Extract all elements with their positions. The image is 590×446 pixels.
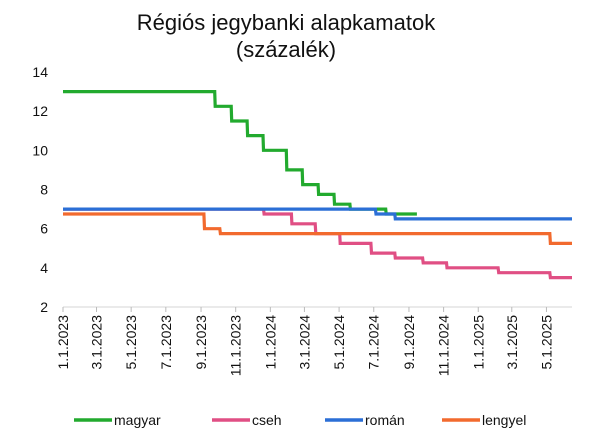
- x-tick-label: 11.1.2024: [436, 315, 452, 376]
- series-layer: [63, 89, 572, 280]
- y-tick-label: 14: [32, 64, 48, 80]
- chart-title-line-1: Régiós jegybanki alapkamatok: [137, 10, 436, 35]
- x-tick-label: 1.1.2023: [55, 315, 71, 370]
- x-tick-label: 9.1.2023: [193, 315, 209, 370]
- legend-label-lengyel: lengyel: [482, 412, 526, 428]
- series-line-lengyel: [63, 212, 572, 245]
- y-tick-label: 10: [32, 142, 48, 158]
- x-tick-label: 5.1.2025: [538, 315, 554, 370]
- chart-title-line-2: (százalék): [236, 37, 336, 62]
- x-tick-label: 1.1.2025: [470, 315, 486, 370]
- y-tick-label: 2: [40, 299, 48, 315]
- x-tick-label: 3.1.2025: [504, 315, 520, 370]
- x-tick-label: 7.1.2023: [158, 315, 174, 370]
- series-line-magyar: [63, 89, 417, 216]
- y-tick-label: 6: [40, 221, 48, 237]
- legend: magyar cseh román lengyel: [74, 412, 526, 428]
- y-tick-label: 12: [32, 103, 48, 119]
- axis-layer: 2 4 6 8 10 12 14 1.1.2023 3.1.2023 5.1.2023 7.1.20…: [32, 64, 572, 376]
- legend-label-magyar: magyar: [114, 412, 161, 428]
- x-tick-label: 5.1.2023: [123, 315, 139, 370]
- y-tick-label: 8: [40, 182, 48, 198]
- x-tick-label: 7.1.2024: [366, 315, 382, 370]
- series-line-román: [63, 207, 572, 221]
- x-tick-label: 11.1.2023: [228, 315, 244, 376]
- y-tick-label: 4: [40, 260, 48, 276]
- x-tick-label: 9.1.2024: [401, 315, 417, 370]
- legend-label-román: román: [365, 412, 405, 428]
- legend-label-cseh: cseh: [252, 412, 282, 428]
- x-tick-label: 1.1.2024: [262, 315, 278, 370]
- x-tick-label: 5.1.2024: [331, 315, 347, 370]
- x-tick-label: 3.1.2024: [296, 315, 312, 370]
- x-tick-label: 3.1.2023: [89, 315, 105, 370]
- series-line-cseh: [63, 207, 572, 280]
